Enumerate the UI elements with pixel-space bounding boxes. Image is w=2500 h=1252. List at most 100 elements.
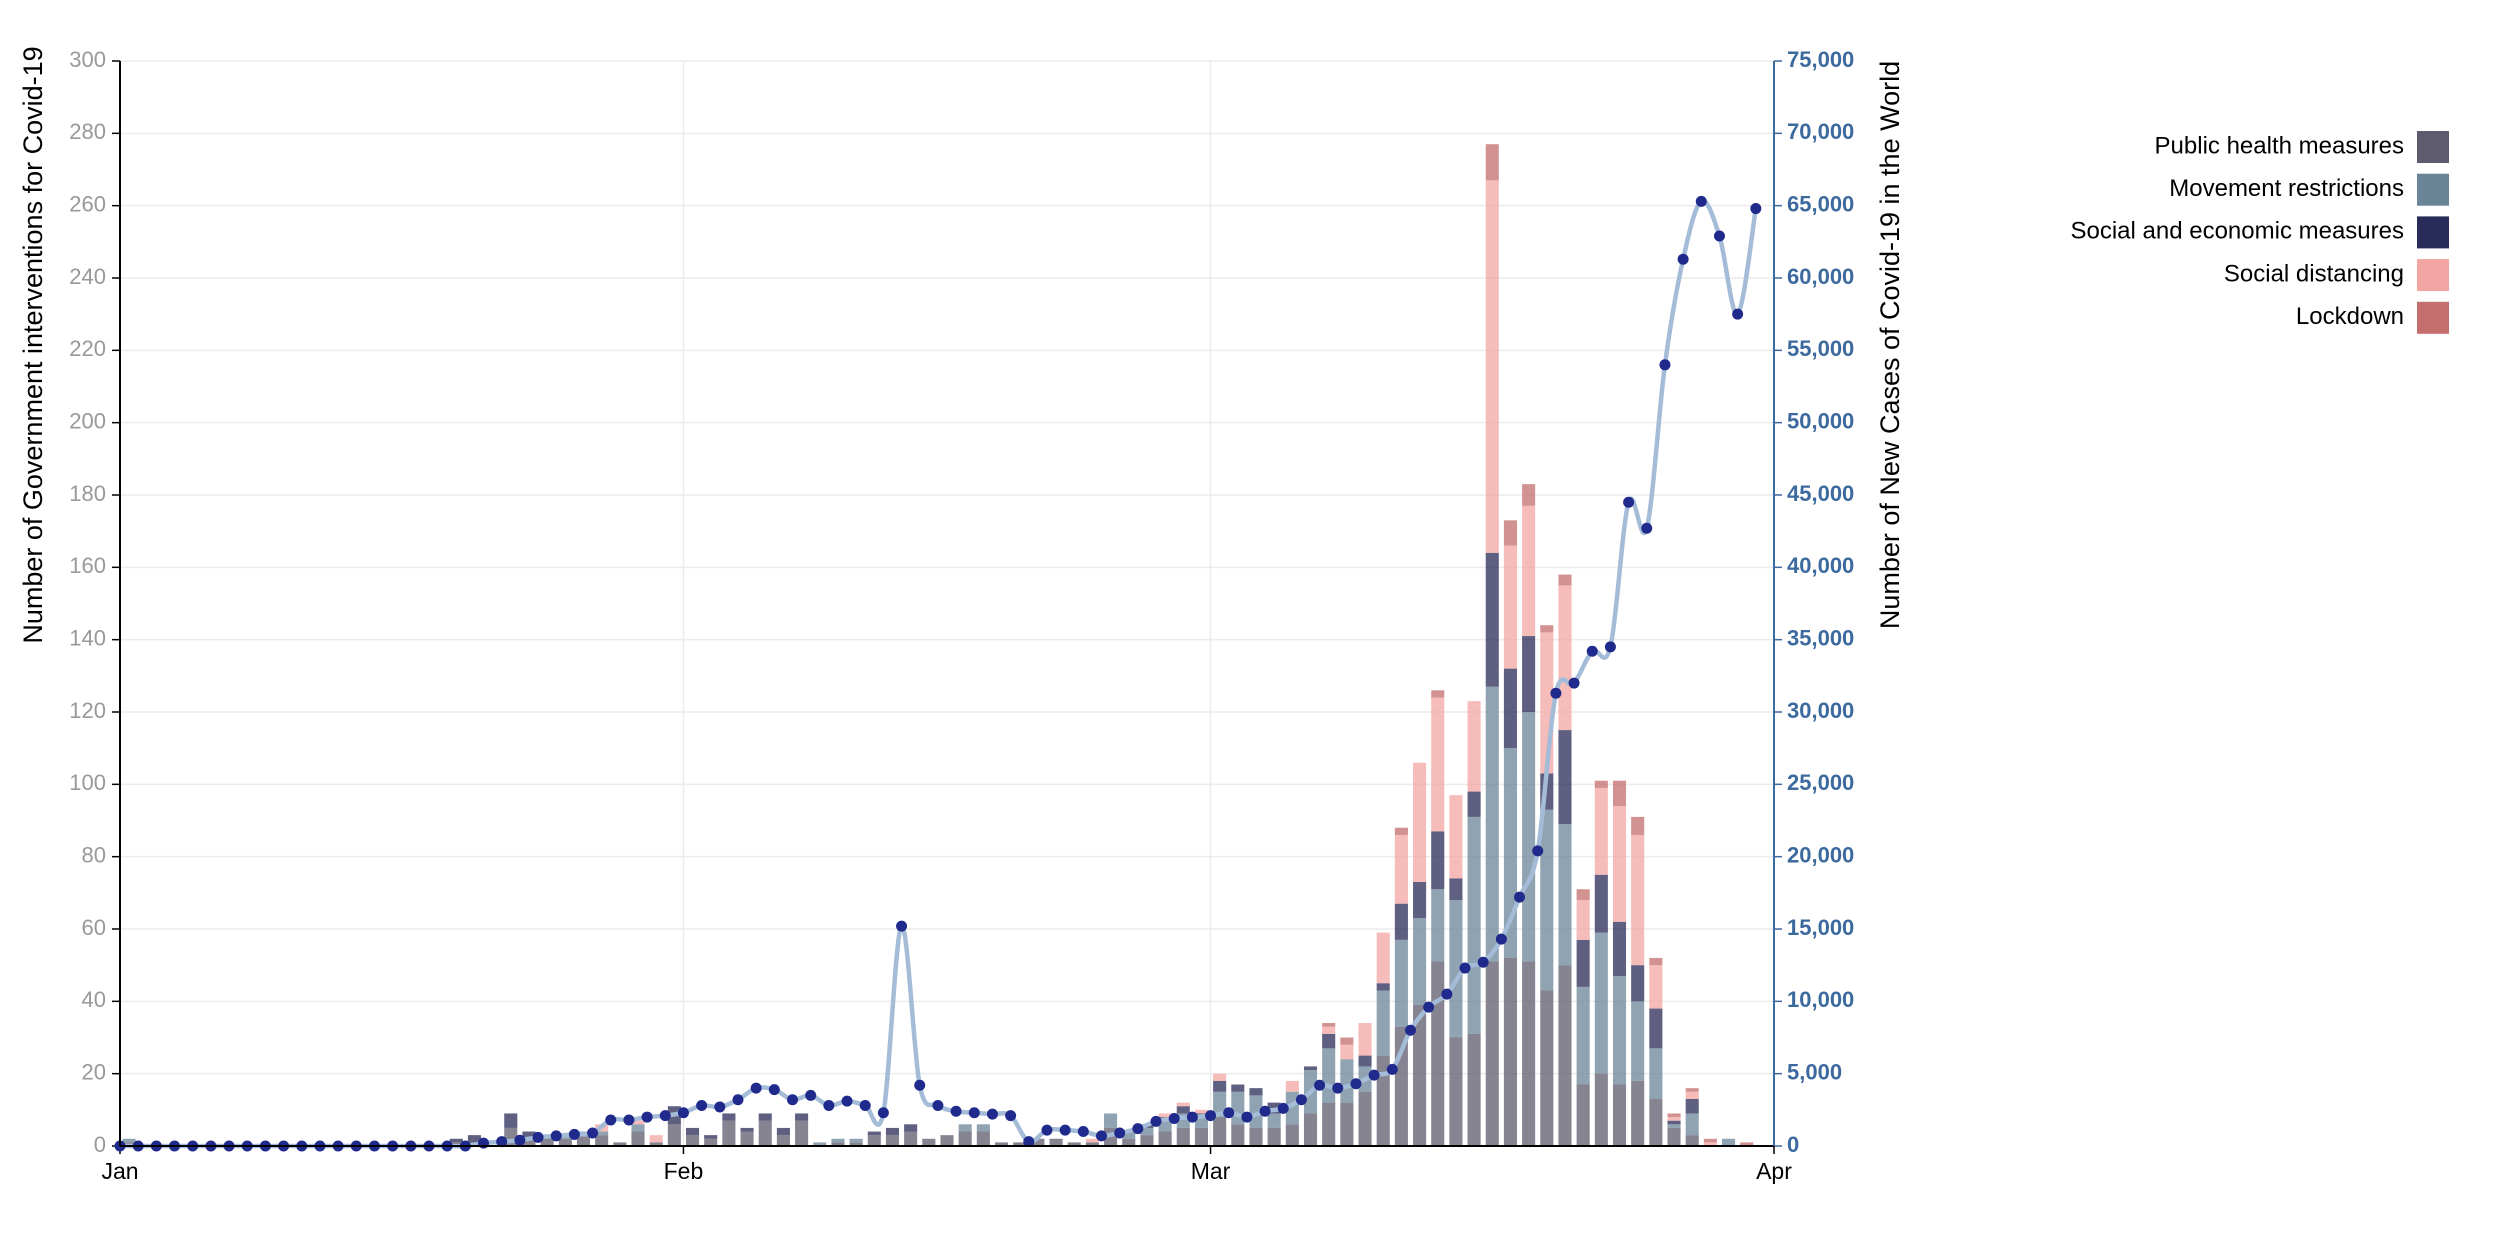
- cases-point: [1404, 1024, 1416, 1036]
- cases-point: [514, 1134, 526, 1146]
- bar-segment: [849, 1142, 863, 1146]
- bar-segment: [1576, 900, 1590, 940]
- bar-segment: [831, 1142, 845, 1146]
- bar-segment: [1612, 921, 1627, 977]
- cases-point: [1295, 1094, 1307, 1106]
- y-tick-label: 220: [69, 336, 106, 361]
- y-tick-label: 180: [69, 481, 106, 506]
- cases-point: [1314, 1079, 1326, 1091]
- y-tick-label: 40: [82, 987, 106, 1012]
- cases-point: [696, 1099, 708, 1111]
- cases-point: [1023, 1136, 1035, 1148]
- bar-segment: [976, 1131, 990, 1146]
- legend-label: Social distancing: [2224, 260, 2404, 287]
- bar-segment: [1503, 520, 1517, 546]
- bar-segment: [1485, 961, 1499, 1146]
- bar-segment: [1449, 900, 1463, 1038]
- bar-segment: [1013, 1142, 1027, 1146]
- y2-tick-label: 70,000: [1787, 119, 1854, 144]
- bar-segment: [1631, 816, 1645, 835]
- bar-segment: [1685, 1091, 1699, 1099]
- bar-segment: [1594, 1073, 1608, 1146]
- y2-tick-label: 5,000: [1787, 1059, 1842, 1084]
- bar-segment: [504, 1113, 518, 1128]
- bar-segment: [1667, 1113, 1681, 1118]
- bar-segment: [904, 1124, 918, 1132]
- bar-segment: [1467, 701, 1481, 792]
- cases-point: [732, 1094, 744, 1106]
- bar-segment: [1303, 1066, 1318, 1071]
- bar-segment: [649, 1142, 663, 1146]
- cases-point: [1495, 933, 1507, 945]
- cases-point: [1550, 687, 1562, 699]
- bar-segment: [1540, 990, 1554, 1146]
- bar-segment: [1431, 889, 1445, 962]
- y-axis-label: Number of Government interventions for C…: [18, 46, 48, 643]
- bar-segment: [631, 1131, 645, 1146]
- bar-segment: [631, 1120, 645, 1125]
- cases-point: [1677, 253, 1689, 265]
- bar-segment: [722, 1113, 736, 1121]
- bar-segment: [1576, 1084, 1590, 1146]
- y2-tick-label: 25,000: [1787, 770, 1854, 795]
- bar-segment: [1322, 1033, 1336, 1049]
- bar-segment: [1540, 809, 1554, 991]
- cases-point: [1732, 308, 1744, 320]
- y2-tick-label: 60,000: [1787, 264, 1854, 289]
- bar-segment: [1467, 816, 1481, 1034]
- bar-segment: [1667, 1127, 1681, 1146]
- bar-segment: [649, 1135, 663, 1143]
- y-tick-label: 240: [69, 264, 106, 289]
- bar-segment: [1413, 762, 1427, 882]
- cases-point: [1186, 1111, 1198, 1123]
- cases-point: [1641, 522, 1653, 534]
- bar-segment: [1667, 1124, 1681, 1128]
- bar-segment: [667, 1124, 681, 1146]
- y-tick-label: 160: [69, 553, 106, 578]
- legend-swatch: [2417, 173, 2449, 206]
- y2-tick-label: 40,000: [1787, 553, 1854, 578]
- cases-point: [841, 1095, 853, 1107]
- y2-tick-label: 75,000: [1787, 47, 1854, 72]
- bar-segment: [1485, 144, 1499, 181]
- x-tick-label: Mar: [1191, 1158, 1231, 1184]
- cases-point: [1713, 230, 1725, 242]
- bar-segment: [1340, 1059, 1354, 1103]
- bar-segment: [1467, 1033, 1481, 1146]
- legend-swatch: [2417, 259, 2449, 292]
- bar-segment: [1594, 932, 1608, 1074]
- bar-segment: [1503, 545, 1517, 669]
- cases-point: [1150, 1115, 1162, 1127]
- y2-tick-label: 30,000: [1787, 698, 1854, 723]
- cases-point: [1350, 1078, 1362, 1090]
- bar-segment: [1667, 1120, 1681, 1125]
- bar-segment: [1322, 1026, 1336, 1034]
- bar-segment: [1685, 1088, 1699, 1092]
- bar-segment: [1449, 1037, 1463, 1146]
- bar-segment: [1213, 1117, 1227, 1146]
- bar-segment: [1722, 1138, 1736, 1146]
- cases-point: [1659, 359, 1671, 371]
- legend-swatch: [2417, 301, 2449, 334]
- cases-point: [496, 1136, 508, 1148]
- bar-segment: [776, 1135, 790, 1146]
- bar-segment: [1140, 1127, 1154, 1136]
- bar-segment: [595, 1131, 609, 1136]
- bar-segment: [522, 1131, 536, 1139]
- bar-segment: [1558, 585, 1572, 731]
- bar-segment: [1322, 1102, 1336, 1146]
- bar-segment: [1358, 1055, 1372, 1067]
- bar-segment: [1631, 1001, 1645, 1081]
- bar-segment: [994, 1142, 1009, 1146]
- bar-segment: [613, 1142, 627, 1146]
- bar-segment: [1322, 1023, 1336, 1027]
- bar-segment: [922, 1138, 936, 1146]
- bar-segment: [867, 1135, 881, 1146]
- bar-segment: [1594, 780, 1608, 788]
- cases-point: [877, 1107, 889, 1119]
- bar-segment: [940, 1135, 954, 1146]
- cases-point: [896, 920, 908, 932]
- y-tick-label: 80: [82, 842, 106, 867]
- bar-segment: [1631, 965, 1645, 1002]
- bar-segment: [467, 1135, 481, 1143]
